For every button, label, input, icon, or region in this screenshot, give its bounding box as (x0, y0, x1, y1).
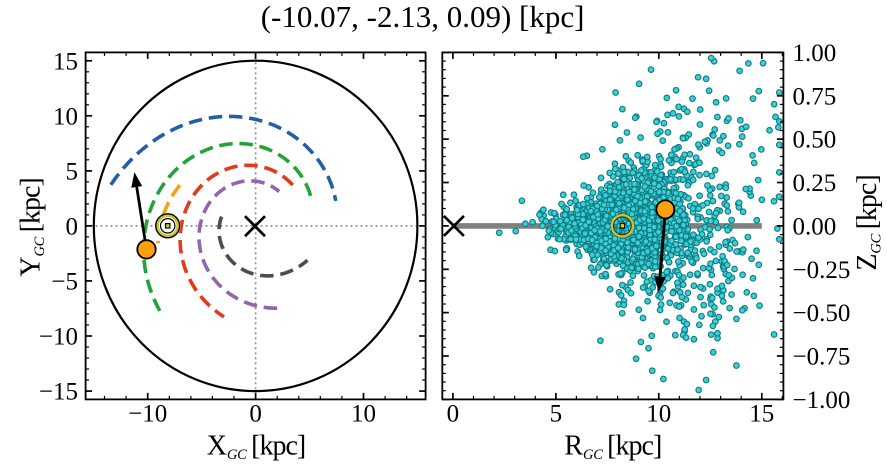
svg-text:10: 10 (646, 401, 671, 428)
svg-text:15: 15 (53, 48, 78, 75)
svg-text:RGC [kpc]: RGC [kpc] (564, 431, 661, 464)
svg-text:0: 0 (249, 401, 262, 428)
svg-text:5: 5 (66, 158, 79, 185)
svg-text:−0.75: −0.75 (793, 344, 851, 371)
svg-text:XGC [kpc]: XGC [kpc] (207, 431, 305, 464)
svg-text:0.25: 0.25 (793, 170, 837, 197)
svg-text:−5: −5 (51, 268, 78, 295)
svg-text:(-10.07, -2.13, 0.09) [kpc]: (-10.07, -2.13, 0.09) [kpc] (261, 0, 585, 34)
svg-text:10: 10 (53, 103, 78, 130)
svg-text:YGC [kpc]: YGC [kpc] (16, 178, 49, 276)
svg-text:ZGC [kpc]: ZGC [kpc] (852, 175, 885, 270)
svg-text:1.00: 1.00 (793, 40, 837, 67)
svg-text:0.75: 0.75 (793, 83, 837, 110)
svg-text:−1.00: −1.00 (793, 387, 851, 414)
svg-text:−15: −15 (39, 379, 78, 406)
svg-text:−0.25: −0.25 (793, 257, 851, 284)
svg-text:−10: −10 (39, 324, 78, 351)
svg-text:0: 0 (447, 401, 460, 428)
svg-text:−0.50: −0.50 (793, 300, 851, 327)
svg-text:15: 15 (749, 401, 774, 428)
svg-text:0.00: 0.00 (793, 213, 837, 240)
svg-text:10: 10 (351, 401, 376, 428)
svg-text:5: 5 (550, 401, 563, 428)
svg-text:0: 0 (66, 213, 79, 240)
svg-text:0.50: 0.50 (793, 127, 837, 154)
svg-text:−10: −10 (128, 401, 167, 428)
